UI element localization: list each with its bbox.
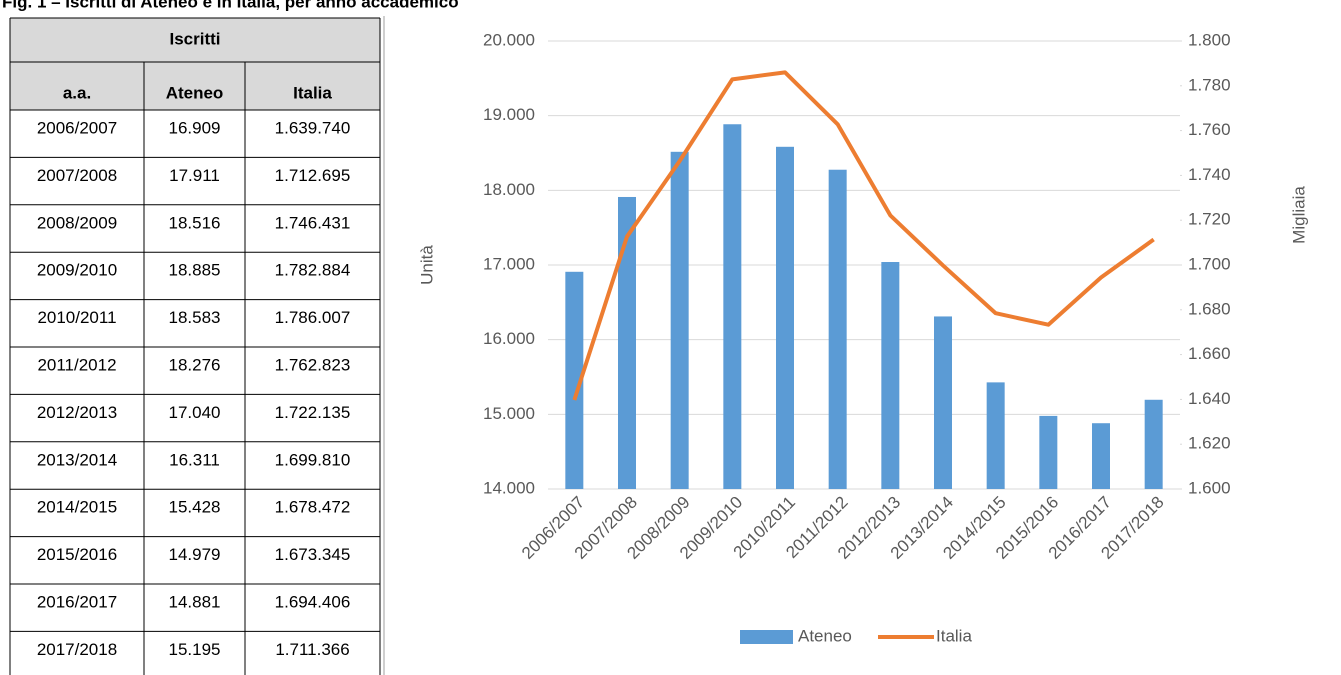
y-tick-label: 15.000 xyxy=(483,404,535,423)
table-cell: 1.722.135 xyxy=(275,403,351,422)
table-cell: 17.040 xyxy=(169,403,221,422)
figure-title: Fig. 1 – Iscritti di Ateneo e in Italia,… xyxy=(2,0,459,11)
bar xyxy=(776,146,794,489)
table-cell: 2010/2011 xyxy=(37,308,116,327)
y2-tick-label: 1.660 xyxy=(1188,344,1231,363)
y-tick-label: 20.000 xyxy=(483,30,535,49)
table-cell: 1.711.366 xyxy=(275,640,349,659)
table-cell: 2008/2009 xyxy=(37,213,117,232)
table-cell: 1.782.884 xyxy=(275,261,351,280)
table-cell: 2014/2015 xyxy=(37,498,117,517)
legend-label: Ateneo xyxy=(798,626,852,645)
table-cell: 18.516 xyxy=(169,213,221,232)
table-cell: 2006/2007 xyxy=(37,118,117,137)
table-cell: 2011/2012 xyxy=(37,355,116,374)
table-cell: 1.762.823 xyxy=(275,355,351,374)
bar xyxy=(1039,415,1058,489)
y2-tick-label: 1.700 xyxy=(1188,254,1231,273)
table-cell: 16.909 xyxy=(169,118,221,137)
bar xyxy=(618,196,636,489)
bar xyxy=(723,124,742,490)
header-bg xyxy=(10,18,380,110)
bar xyxy=(1092,423,1110,489)
y2-tick-label: 1.740 xyxy=(1188,165,1231,184)
legend-label: Italia xyxy=(936,626,972,645)
y2-tick-label: 1.620 xyxy=(1188,434,1231,453)
y2-tick-label: 1.640 xyxy=(1188,389,1231,408)
y2-tick-label: 1.800 xyxy=(1188,30,1231,49)
table-cell: 1.678.472 xyxy=(275,498,351,517)
y-tick-label: 19.000 xyxy=(483,105,535,124)
bar xyxy=(986,382,1005,489)
table-cell: 17.911 xyxy=(169,166,220,185)
table-cell: 14.881 xyxy=(169,592,221,611)
table-cell: 16.311 xyxy=(169,450,220,469)
column-header: a.a. xyxy=(63,83,91,102)
table-cell: 2009/2010 xyxy=(37,261,117,280)
y2-axis-title: Migliaia xyxy=(1289,186,1308,244)
table-cell: 14.979 xyxy=(169,545,221,564)
table-cell: 1.639.740 xyxy=(275,118,351,137)
bar xyxy=(881,262,900,489)
table-cell: 1.746.431 xyxy=(275,213,351,232)
bar xyxy=(565,271,584,489)
y-tick-label: 14.000 xyxy=(483,478,535,497)
y2-tick-label: 1.720 xyxy=(1188,210,1231,229)
y-tick-label: 17.000 xyxy=(483,254,535,273)
table-cell: 15.195 xyxy=(169,640,221,659)
table-cell: 2007/2008 xyxy=(37,166,117,185)
table-cell: 1.786.007 xyxy=(275,308,351,327)
y-axis-title: Unità xyxy=(417,245,436,285)
table-cell: 15.428 xyxy=(169,498,221,517)
table-cell: 1.712.695 xyxy=(275,166,351,185)
bar xyxy=(670,151,689,489)
group-header: Iscritti xyxy=(169,29,220,48)
column-header: Italia xyxy=(293,83,332,102)
y-tick-label: 16.000 xyxy=(483,329,535,348)
y-tick-label: 18.000 xyxy=(483,180,535,199)
table-cell: 1.673.345 xyxy=(275,545,351,564)
y2-tick-label: 1.780 xyxy=(1188,75,1231,94)
legend-swatch xyxy=(740,630,793,644)
table-cell: 18.276 xyxy=(169,355,221,374)
table-cell: 2016/2017 xyxy=(37,592,117,611)
y2-tick-label: 1.760 xyxy=(1188,120,1231,139)
table-cell: 2017/2018 xyxy=(37,640,117,659)
table-cell: 2013/2014 xyxy=(37,450,117,469)
table-cell: 1.694.406 xyxy=(275,592,351,611)
table-cell: 18.583 xyxy=(169,308,221,327)
line xyxy=(572,70,1155,401)
bar xyxy=(934,316,952,489)
table-cell: 2015/2016 xyxy=(37,545,117,564)
bar xyxy=(1144,399,1163,489)
bar xyxy=(828,169,847,489)
y2-tick-label: 1.600 xyxy=(1188,478,1231,497)
column-header: Ateneo xyxy=(166,83,224,102)
table-cell: 18.885 xyxy=(169,261,221,280)
y2-tick-label: 1.680 xyxy=(1188,299,1231,318)
table-cell: 1.699.810 xyxy=(275,450,351,469)
table-cell: 2012/2013 xyxy=(37,403,117,422)
